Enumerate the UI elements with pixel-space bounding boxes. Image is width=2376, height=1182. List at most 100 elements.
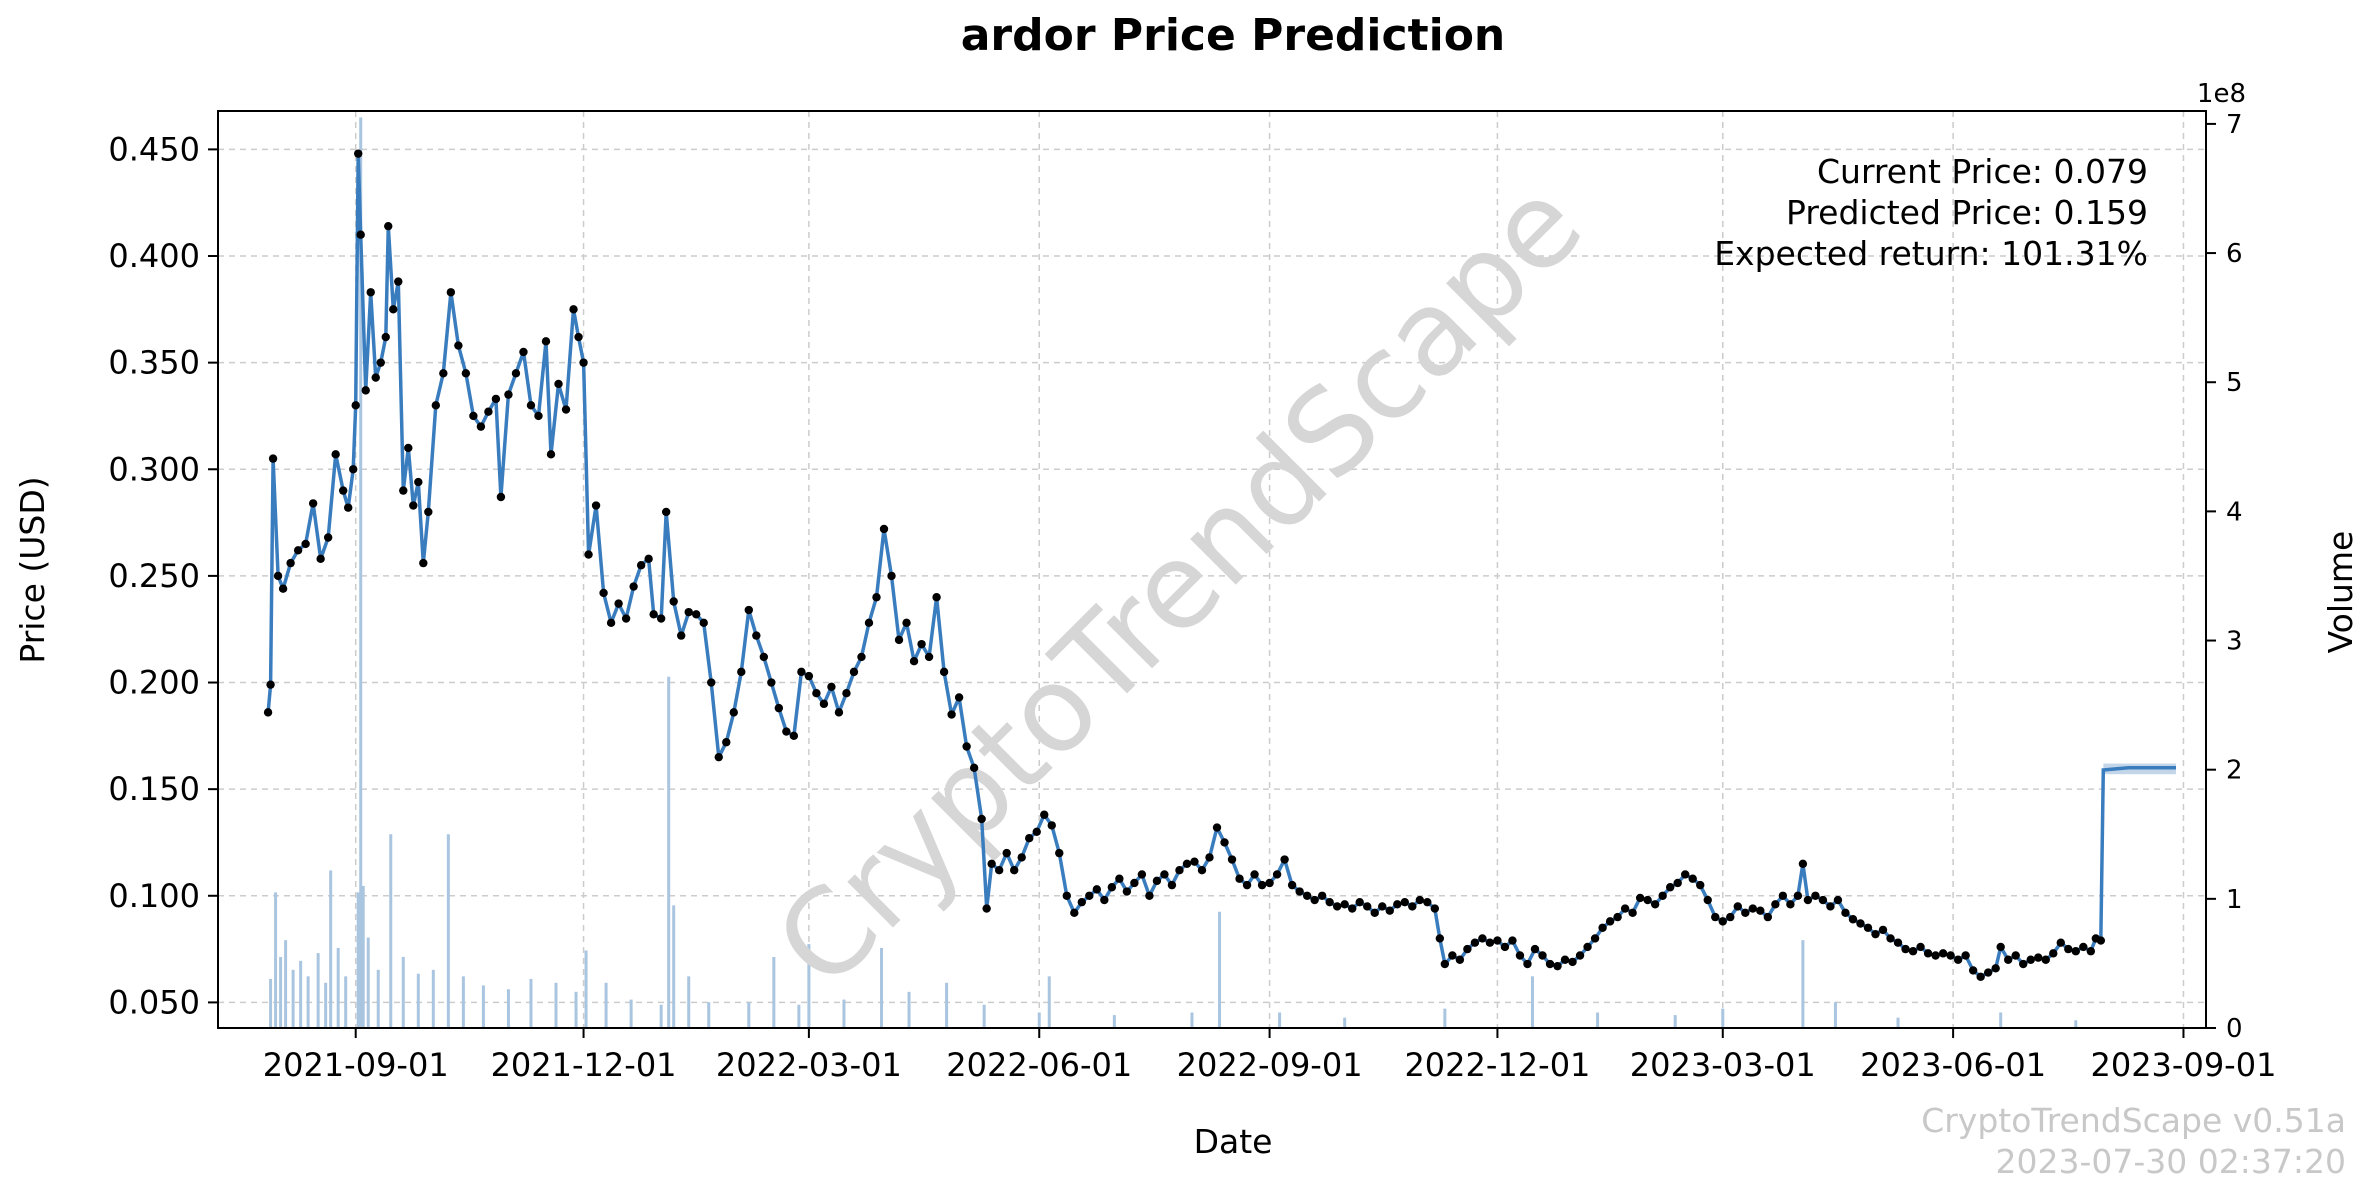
price-point: [1340, 900, 1349, 909]
price-point: [1100, 895, 1109, 905]
price-point: [1628, 908, 1637, 918]
price-point: [1430, 904, 1440, 913]
footer-timestamp: 2023-07-30 02:37:20: [1996, 1142, 2346, 1181]
price-point: [1122, 887, 1132, 896]
volume-bar: [1896, 1017, 1900, 1028]
volume-bar: [772, 956, 776, 1028]
price-point: [579, 358, 588, 367]
price-point: [343, 503, 353, 512]
price-point: [1025, 834, 1034, 843]
price-point: [1478, 934, 1487, 943]
price-point: [1295, 887, 1304, 896]
price-point: [1310, 895, 1319, 905]
price-point: [1778, 891, 1788, 900]
price-point: [644, 554, 653, 564]
volume-bar: [807, 944, 811, 1028]
price-point: [439, 369, 448, 378]
price-point: [962, 742, 971, 751]
price-point: [684, 607, 693, 617]
price-point: [1818, 895, 1828, 905]
price-point: [1931, 951, 1940, 960]
price-point: [1040, 810, 1049, 819]
price-point: [1620, 904, 1630, 913]
price-point: [1711, 912, 1720, 922]
price-point: [1355, 897, 1364, 907]
x-axis-ticks: 2021-09-01 2021-12-01 2022-03-01 2022-06-01…: [263, 1028, 2276, 1084]
price-point: [669, 597, 678, 606]
volume-bar: [306, 976, 310, 1028]
volume-bar: [584, 950, 588, 1028]
price-point: [1901, 944, 1910, 954]
volume-bar: [291, 969, 295, 1028]
price-point: [1085, 891, 1094, 900]
price-point: [1130, 878, 1139, 888]
volume-bar: [1530, 976, 1534, 1028]
price-point: [2041, 955, 2050, 964]
price-point: [857, 652, 866, 662]
price-point: [1385, 906, 1394, 915]
price-point: [1878, 925, 1888, 935]
price-point: [1370, 908, 1379, 918]
volume-bar: [659, 1004, 663, 1028]
price-point: [1348, 904, 1357, 913]
price-point: [1946, 951, 1955, 960]
volume-bar: [324, 982, 328, 1028]
x-tick-label: 2021-09-01: [263, 1046, 449, 1084]
price-point: [909, 657, 919, 666]
footer-version: CryptoTrendScape v0.51a: [1921, 1101, 2346, 1140]
price-point: [1212, 823, 1222, 832]
y2-axis-exponent: 1e8: [2197, 79, 2246, 109]
volume-bar: [747, 1002, 751, 1028]
price-points: [263, 149, 2106, 982]
y2-tick-label: 6: [2226, 239, 2243, 269]
price-point: [1983, 968, 1993, 977]
price-point: [1568, 957, 1577, 967]
price-point: [1272, 870, 1282, 879]
price-point: [1938, 949, 1948, 958]
price-point: [982, 904, 991, 913]
price-point: [819, 699, 829, 709]
volume-bar: [356, 892, 360, 1028]
volume-bar: [279, 956, 283, 1028]
volume-bar: [1037, 1012, 1041, 1028]
volume-bar: [707, 1002, 711, 1028]
y-tick-label: 0.050: [108, 983, 200, 1021]
price-point: [606, 618, 616, 628]
price-point: [1302, 891, 1312, 900]
price-point: [1613, 912, 1622, 922]
x-tick-label: 2022-12-01: [1404, 1046, 1590, 1084]
price-point: [1235, 874, 1244, 883]
price-point: [917, 639, 926, 649]
price-point: [504, 390, 513, 399]
price-point: [2011, 951, 2020, 960]
volume-bar: [529, 978, 533, 1028]
price-point: [1658, 891, 1667, 900]
price-point: [1976, 972, 1985, 982]
price-point: [1748, 904, 1758, 913]
price-point: [744, 605, 754, 615]
price-point: [1092, 885, 1102, 894]
price-point: [293, 546, 303, 555]
price-point: [752, 631, 761, 640]
price-point: [1953, 955, 1963, 964]
price-point: [1803, 895, 1813, 905]
price-point: [1107, 883, 1117, 892]
price-point: [1545, 959, 1555, 969]
x-tick-label: 2022-06-01: [946, 1046, 1132, 1084]
price-point: [1961, 951, 1970, 960]
price-point: [789, 731, 799, 741]
volume-bar: [461, 976, 465, 1028]
price-point: [1560, 955, 1570, 964]
price-point: [511, 369, 521, 378]
price-point: [2079, 942, 2088, 952]
y-tick-label: 0.100: [108, 877, 200, 915]
price-point: [692, 610, 701, 619]
price-point: [526, 401, 536, 410]
y-tick-label: 0.150: [108, 770, 200, 808]
price-point: [2019, 959, 2028, 969]
price-point: [1077, 897, 1087, 907]
price-point: [947, 710, 956, 719]
volume-bar: [329, 870, 333, 1028]
price-point: [376, 358, 385, 367]
